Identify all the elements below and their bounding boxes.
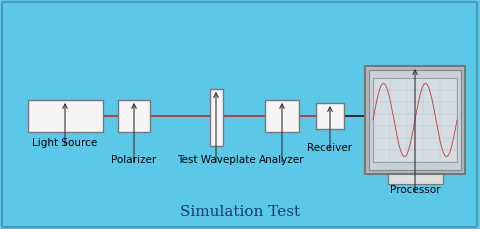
Text: Analyzer: Analyzer xyxy=(259,154,305,164)
Text: Polarizer: Polarizer xyxy=(111,154,156,164)
FancyBboxPatch shape xyxy=(28,101,103,132)
Text: Receiver: Receiver xyxy=(308,142,352,152)
FancyBboxPatch shape xyxy=(316,104,344,129)
FancyBboxPatch shape xyxy=(387,174,443,184)
FancyBboxPatch shape xyxy=(365,67,465,174)
FancyBboxPatch shape xyxy=(369,71,461,170)
Text: Processor: Processor xyxy=(390,184,440,194)
FancyBboxPatch shape xyxy=(265,101,299,132)
FancyBboxPatch shape xyxy=(210,90,223,146)
Text: Simulation Test: Simulation Test xyxy=(180,204,300,218)
FancyBboxPatch shape xyxy=(118,101,150,132)
FancyBboxPatch shape xyxy=(2,3,477,227)
Text: Test Waveplate: Test Waveplate xyxy=(177,154,255,164)
FancyBboxPatch shape xyxy=(373,79,457,162)
Text: Light Source: Light Source xyxy=(32,137,97,147)
